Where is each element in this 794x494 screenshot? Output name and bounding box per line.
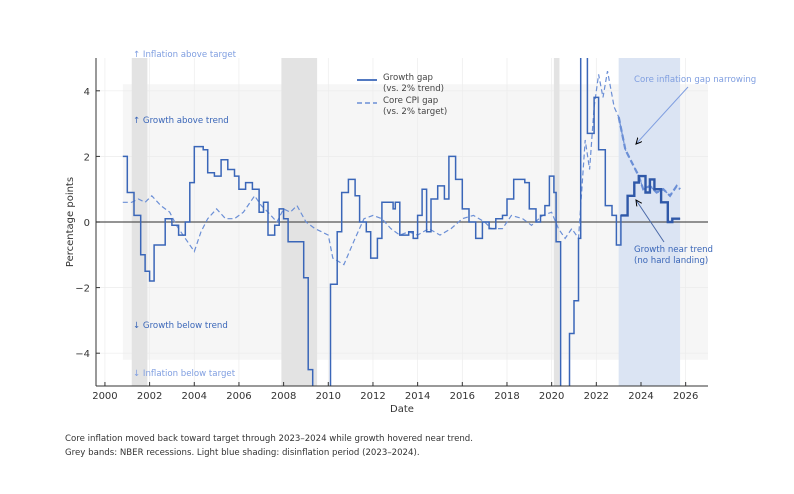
x-tick-label: 2002 (137, 391, 162, 402)
x-tick-label: 2000 (92, 391, 117, 402)
growth-gap-line-disinflation (620, 174, 681, 224)
x-tick-label: 2010 (316, 391, 341, 402)
annotation-core-arrow (636, 86, 689, 144)
x-tick-label: 2008 (271, 391, 296, 402)
legend-growth-label-2: (vs. 2% trend) (383, 84, 444, 94)
annotation-growth-below: ↓ Growth below trend (133, 321, 228, 331)
x-tick-label: 2012 (360, 391, 385, 402)
x-tick-label: 2006 (226, 391, 251, 402)
x-tick-label: 2004 (182, 391, 207, 402)
y-axis-label: Percentage points (65, 177, 76, 267)
y-tick-label: −2 (75, 284, 90, 295)
legend: Growth gap (vs. 2% trend) Core CPI gap (… (357, 73, 447, 117)
x-tick-label: 2016 (450, 391, 475, 402)
annotation-core-narrowing: Core inflation gap narrowing (634, 75, 756, 85)
x-tick-label: 2014 (405, 391, 430, 402)
x-tick-label: 2024 (628, 391, 653, 402)
caption-line-2: Grey bands: NBER recessions. Light blue … (65, 448, 420, 458)
y-tick-label: −4 (75, 349, 90, 360)
legend-cpi-label-1: Core CPI gap (383, 96, 438, 106)
x-tick-label: 2022 (584, 391, 609, 402)
y-tick-label: 2 (84, 152, 90, 163)
x-tick-label: 2026 (673, 391, 698, 402)
tick-labels: 2000 2002 2004 2006 2008 2010 2012 2014 2016 2018… (75, 87, 698, 402)
growth-gap-line (122, 58, 681, 386)
annotation-inflation-below: ↓ Inflation below target (133, 369, 236, 379)
x-axis-label: Date (390, 404, 414, 415)
y-tick-label: 0 (84, 218, 90, 229)
series-lines (122, 58, 681, 386)
x-tick-label: 2018 (494, 391, 519, 402)
annotation-growth-near-2: (no hard landing) (634, 256, 708, 266)
y-tick-label: 4 (84, 87, 90, 98)
annotation-growth-above: ↑ Growth above trend (133, 116, 229, 126)
axes (95, 58, 708, 387)
legend-cpi-label-2: (vs. 2% target) (383, 107, 447, 117)
annotation-growth-arrow (636, 200, 665, 243)
legend-growth-label-1: Growth gap (383, 73, 433, 83)
caption-line-1: Core inflation moved back toward target … (65, 434, 473, 444)
x-tick-label: 2020 (539, 391, 564, 402)
annotation-inflation-above: ↑ Inflation above target (133, 50, 237, 60)
annotation-growth-near-1: Growth near trend (634, 245, 713, 255)
